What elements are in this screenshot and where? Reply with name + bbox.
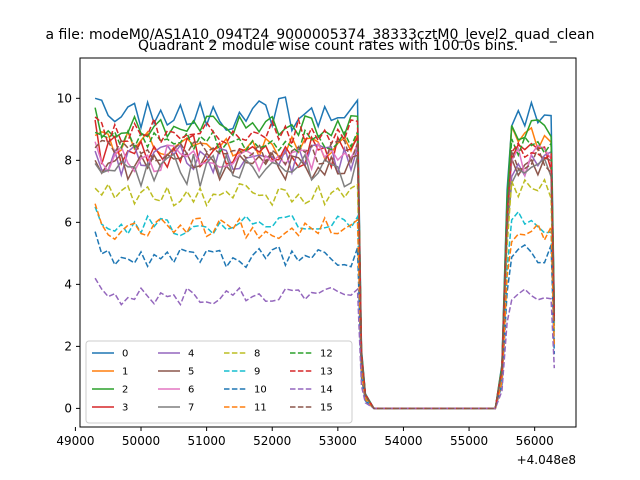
y-tick-label: 6: [64, 215, 72, 229]
legend-label-12: 12: [320, 349, 333, 360]
plot-frame: [79, 57, 577, 428]
x-tick-label: 52000: [253, 434, 291, 448]
series-line-15: [94, 139, 556, 410]
series-line-10: [94, 231, 556, 410]
x-tick-label: 55000: [450, 434, 488, 448]
series-layer: [94, 96, 556, 410]
y-tick-label: 8: [64, 153, 72, 167]
x-tick-label: 49000: [56, 434, 94, 448]
x-tick-label: 53000: [319, 434, 357, 448]
legend-label-10: 10: [254, 385, 267, 396]
legend-box: [85, 340, 353, 424]
chart-title: Quadrant 2 module wise count rates with …: [138, 38, 518, 54]
legend-label-13: 13: [320, 367, 333, 378]
y-tick-label: 2: [64, 339, 72, 353]
legend-label-4: 4: [188, 349, 194, 360]
legend-label-0: 0: [122, 349, 128, 360]
legend-label-14: 14: [320, 385, 333, 396]
legend-label-9: 9: [254, 367, 260, 378]
axis-ticks: 49000 50000 51000 52000 53000 54000 55000 56000…: [56, 91, 553, 448]
series-line-13: [94, 116, 556, 410]
legend-label-2: 2: [122, 385, 128, 396]
x-tick-label: 51000: [188, 434, 226, 448]
y-tick-label: 10: [57, 91, 72, 105]
x-tick-label: 50000: [122, 434, 160, 448]
legend-label-5: 5: [188, 367, 194, 378]
legend-label-15: 15: [320, 403, 333, 414]
legend-label-8: 8: [254, 349, 260, 360]
series-line-11: [94, 203, 556, 410]
y-tick-label: 0: [64, 401, 72, 415]
series-line-14: [94, 277, 556, 410]
y-tick-label: 4: [64, 277, 72, 291]
x-tick-label: 56000: [516, 434, 554, 448]
x-tick-label: 54000: [384, 434, 422, 448]
legend-label-1: 1: [122, 367, 128, 378]
legend-label-3: 3: [122, 403, 128, 414]
legend-label-7: 7: [188, 403, 194, 414]
x-offset-label: +4.048e8: [517, 453, 576, 467]
chart-suptitle: a file: modeM0/AS1A10_094T24_9000005374_…: [46, 27, 595, 43]
legend-label-11: 11: [254, 403, 267, 414]
legend-label-6: 6: [188, 385, 194, 396]
